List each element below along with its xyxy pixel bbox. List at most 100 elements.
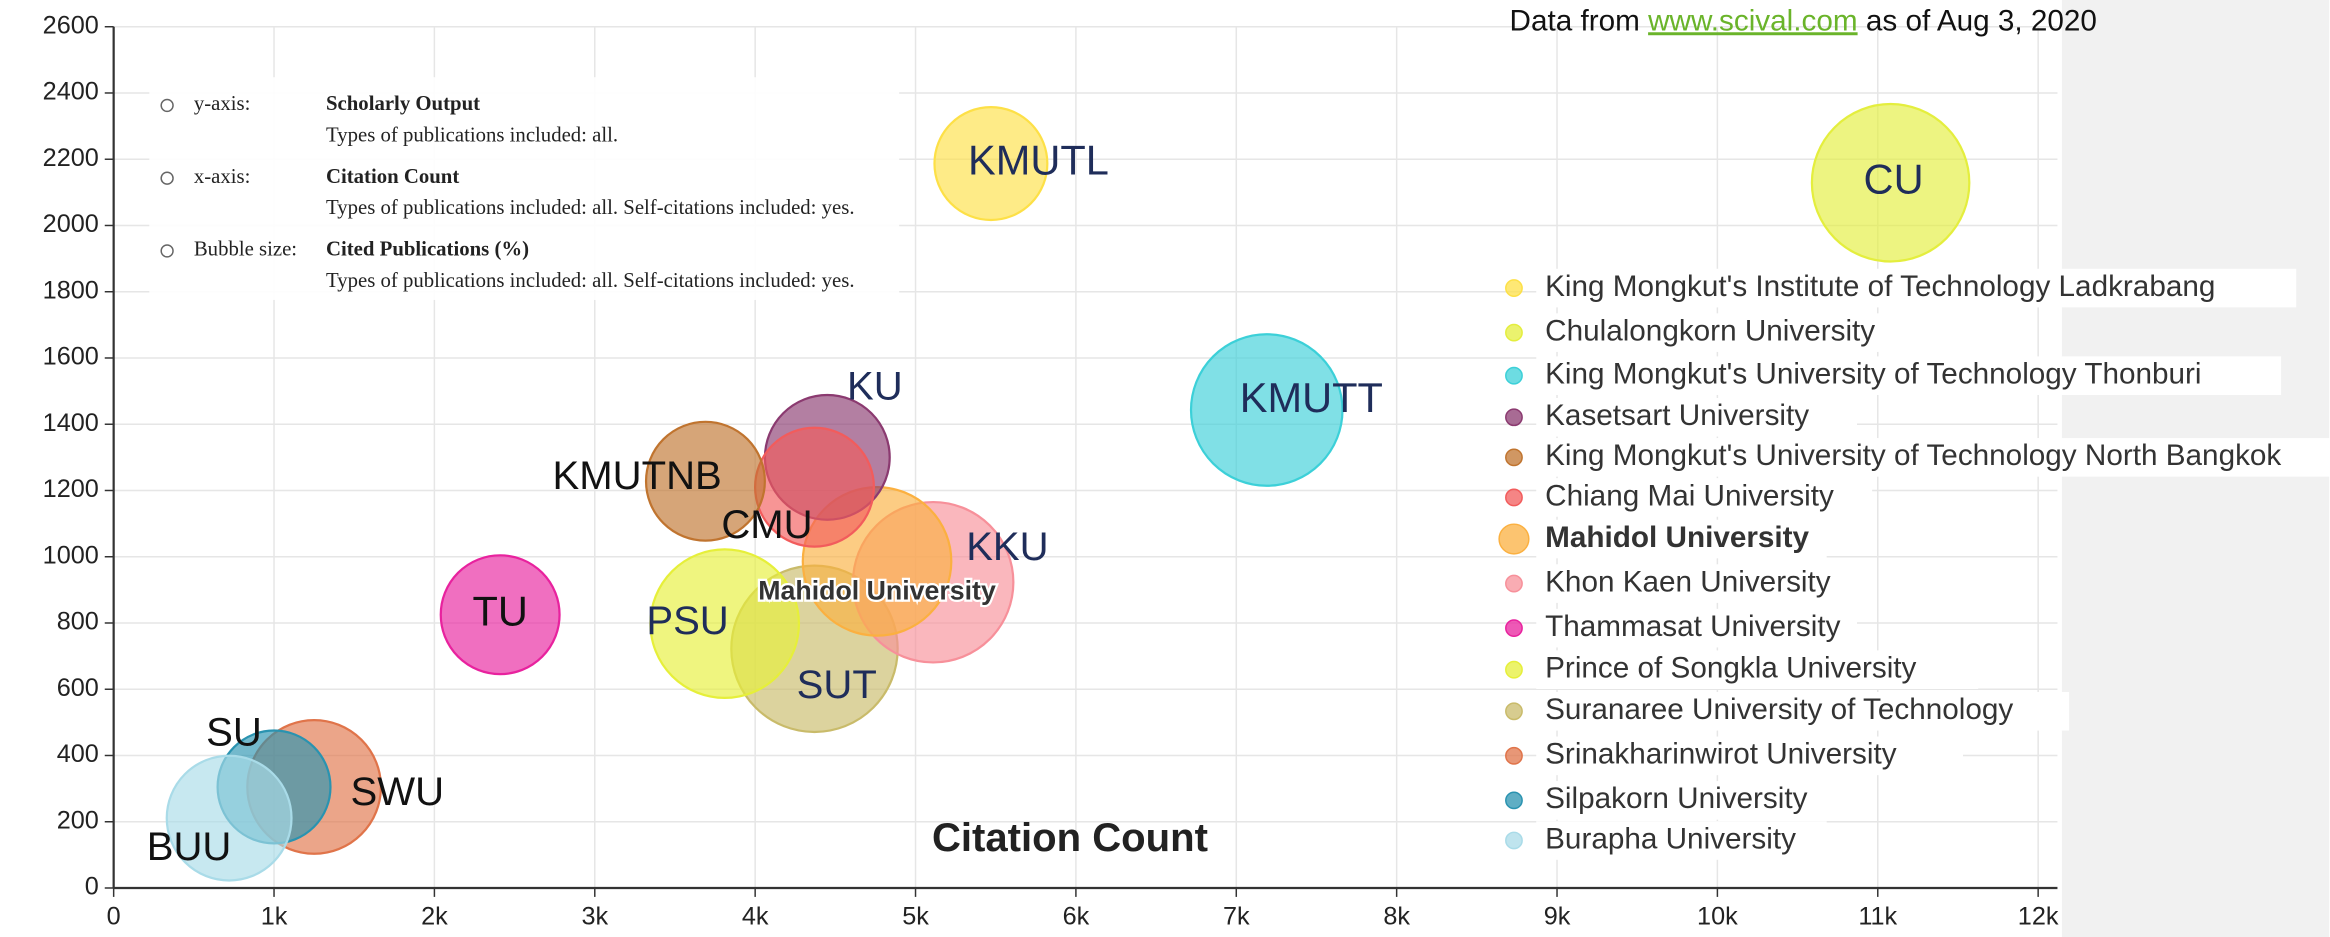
bubble-label: KU <box>847 365 903 409</box>
legend-background <box>1536 268 2297 308</box>
bubble-label: Mahidol University <box>758 576 996 606</box>
bubble <box>1810 102 1971 263</box>
bubble <box>1189 333 1344 487</box>
bubble <box>439 554 561 676</box>
legend-background <box>1536 397 1857 437</box>
info-axis: x-axis: <box>194 165 251 188</box>
legend-marker <box>1505 488 1523 507</box>
legend-label: King Mongkut's Institute of Technology L… <box>1545 270 2215 303</box>
legend-marker <box>1505 448 1523 467</box>
legend-marker <box>1505 574 1523 593</box>
y-tick-label: 1800 <box>43 276 99 304</box>
y-tick-label: 1600 <box>43 343 99 371</box>
legend-background <box>1536 564 1857 603</box>
info-metric: Scholarly Output <box>326 92 480 115</box>
legend-background <box>1536 519 1827 559</box>
bubble-label: CMU <box>721 503 812 547</box>
legend-background <box>1536 781 1857 820</box>
legend-marker <box>1505 791 1523 810</box>
bubble-label: KMUTNB <box>553 454 722 498</box>
legend-background <box>1536 313 1918 352</box>
bubble-label: SUT <box>797 663 877 707</box>
bubble-label: TU <box>472 588 527 635</box>
bubble <box>933 105 1049 222</box>
legend-label: Srinakharinwirot University <box>1545 738 1897 771</box>
legend-marker <box>1505 746 1523 765</box>
x-tick-label: 3k <box>581 902 608 930</box>
source-suffix: as of Aug 3, 2020 <box>1866 4 2097 37</box>
y-tick-label: 1200 <box>43 475 99 503</box>
x-tick-label: 2k <box>421 902 448 930</box>
legend-marker <box>1505 323 1523 342</box>
x-tick-label: 6k <box>1063 902 1090 930</box>
y-tick-label: 1000 <box>43 541 99 569</box>
legend-label: Thammasat University <box>1545 610 1840 643</box>
legend-marker <box>1505 408 1523 427</box>
info-icon <box>160 244 174 258</box>
info-icon <box>160 171 174 185</box>
source-prefix: Data from <box>1510 4 1640 37</box>
info-background <box>149 77 900 300</box>
y-tick-label: 2400 <box>43 78 99 106</box>
axes: 0 200 400 600 800 1000 1200 1400 1600 1800 2000 220… <box>43 11 2059 930</box>
legend-background <box>1536 650 1979 690</box>
legend-background <box>1536 821 1827 860</box>
legend-background <box>1536 438 2330 477</box>
legend-background <box>1536 608 1857 648</box>
info-note: Types of publications included: all. Sel… <box>326 269 855 292</box>
bubble <box>165 754 293 882</box>
x-tick-label: 0 <box>107 902 121 930</box>
bubble-label: KKU <box>966 525 1048 569</box>
info-metric: Citation Count <box>326 165 459 188</box>
legend-label: Kasetsart University <box>1545 399 1809 432</box>
y-tick-label: 2600 <box>43 11 99 39</box>
legend-label: Chulalongkorn University <box>1545 314 1875 347</box>
bubble-label: PSU <box>646 599 728 643</box>
legend-background <box>1536 691 2070 731</box>
x-tick-label: 12k <box>2018 902 2059 930</box>
legend-marker <box>1505 279 1523 297</box>
bubble <box>644 420 766 542</box>
legend-label: Prince of Songkla University <box>1545 652 1916 685</box>
info-note: Types of publications included: all. Sel… <box>326 196 855 219</box>
bubble-label: KMUTL <box>968 137 1109 184</box>
legend-label: King Mongkut's University of Technology … <box>1545 439 2281 472</box>
legend-background <box>1536 478 1873 517</box>
y-tick-label: 800 <box>57 608 99 636</box>
x-tick-label: 9k <box>1544 902 1571 930</box>
y-tick-label: 600 <box>57 674 99 702</box>
source-link[interactable]: www.scival.com <box>1647 4 1858 37</box>
bubble-label: BUU <box>147 825 232 869</box>
bubble <box>649 548 801 700</box>
x-tick-label: 11k <box>1858 902 1897 930</box>
legend-label: Suranaree University of Technology <box>1545 693 2013 726</box>
legend-label: Chiang Mai University <box>1545 479 1834 512</box>
info-note: Types of publications included: all. <box>326 123 618 146</box>
bubble-label: SU <box>206 711 262 755</box>
info-axis: Bubble size: <box>194 238 297 261</box>
info-box: y-axis: Scholarly Output Types of publicat… <box>149 77 900 300</box>
x-tick-label: 8k <box>1383 902 1410 930</box>
source-note: Data from www.scival.com as of Aug 3, 20… <box>1510 4 2097 37</box>
legend-marker <box>1505 619 1523 638</box>
y-tick-label: 400 <box>57 740 99 768</box>
bubble-label: SWU <box>351 770 445 814</box>
legend-label: Burapha University <box>1545 822 1796 855</box>
legend-background <box>1536 736 1964 776</box>
y-tick-label: 0 <box>85 873 99 901</box>
x-tick-label: 7k <box>1223 902 1250 930</box>
info-icon <box>160 98 174 113</box>
legend-label: Mahidol University <box>1545 521 1809 554</box>
legend-marker <box>1505 831 1523 850</box>
bubble-labels: KMUTL CU KMUTT KU KMUTNB CMU Mahidol Universit… <box>147 137 1924 869</box>
bubbles <box>165 102 1971 882</box>
x-tick-label: 5k <box>902 902 929 930</box>
legend-marker <box>1498 523 1530 555</box>
legend-label: Khon Kaen University <box>1545 565 1831 598</box>
legend-background <box>1536 356 2282 395</box>
legend-label: Silpakorn University <box>1545 782 1807 815</box>
legend: King Mongkut's Institute of Technology L… <box>1498 268 2330 860</box>
y-tick-label: 200 <box>57 806 99 834</box>
